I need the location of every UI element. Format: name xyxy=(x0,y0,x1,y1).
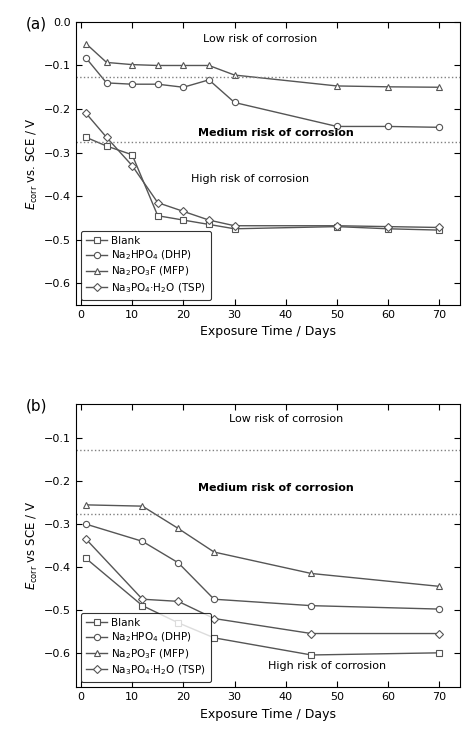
Na$_3$PO$_4$·H$_2$O (TSP) xyxy=(437,223,442,232)
Na$_2$PO$_3$F (MFP) xyxy=(334,82,340,91)
Blank xyxy=(437,226,442,235)
Blank xyxy=(155,211,161,220)
Blank xyxy=(309,651,314,659)
Na$_2$PO$_3$F (MFP) xyxy=(175,524,181,533)
Na$_2$PO$_3$F (MFP) xyxy=(385,83,391,91)
Text: Medium risk of corrosion: Medium risk of corrosion xyxy=(198,482,353,493)
Y-axis label: $E_{\mathrm{corr}}$ vs SCE / V: $E_{\mathrm{corr}}$ vs SCE / V xyxy=(25,501,40,590)
Na$_3$PO$_4$·H$_2$O (TSP) xyxy=(139,595,145,604)
Na$_2$PO$_3$F (MFP) xyxy=(211,548,217,556)
Na$_2$PO$_3$F (MFP) xyxy=(181,61,186,70)
Legend: Blank, Na$_2$HPO$_4$ (DHP), Na$_2$PO$_3$F (MFP), Na$_3$PO$_4$·H$_2$O (TSP): Blank, Na$_2$HPO$_4$ (DHP), Na$_2$PO$_3$… xyxy=(81,613,211,682)
Blank xyxy=(232,224,237,233)
Na$_3$PO$_4$·H$_2$O (TSP) xyxy=(129,162,135,170)
Na$_3$PO$_4$·H$_2$O (TSP) xyxy=(83,109,89,118)
Na$_2$HPO$_4$ (DHP) xyxy=(385,122,391,131)
Na$_2$HPO$_4$ (DHP) xyxy=(181,83,186,91)
Na$_2$HPO$_4$ (DHP) xyxy=(437,605,442,613)
Blank xyxy=(129,151,135,159)
Na$_2$PO$_3$F (MFP) xyxy=(206,61,212,70)
Line: Na$_2$HPO$_4$ (DHP): Na$_2$HPO$_4$ (DHP) xyxy=(83,55,442,130)
Text: Low risk of corrosion: Low risk of corrosion xyxy=(228,414,343,424)
Na$_2$PO$_3$F (MFP) xyxy=(104,58,109,67)
Na$_2$HPO$_4$ (DHP) xyxy=(232,98,237,107)
Na$_2$HPO$_4$ (DHP) xyxy=(437,123,442,132)
Na$_2$HPO$_4$ (DHP) xyxy=(175,558,181,567)
Blank xyxy=(181,216,186,224)
Na$_2$PO$_3$F (MFP) xyxy=(129,60,135,69)
Blank xyxy=(83,133,89,142)
Na$_2$HPO$_4$ (DHP) xyxy=(83,53,89,62)
X-axis label: Exposure Time / Days: Exposure Time / Days xyxy=(200,708,336,721)
Text: (a): (a) xyxy=(26,16,47,31)
X-axis label: Exposure Time / Days: Exposure Time / Days xyxy=(200,325,336,338)
Na$_2$PO$_3$F (MFP) xyxy=(155,61,161,70)
Na$_3$PO$_4$·H$_2$O (TSP) xyxy=(83,535,89,544)
Na$_3$PO$_4$·H$_2$O (TSP) xyxy=(385,222,391,231)
Na$_3$PO$_4$·H$_2$O (TSP) xyxy=(175,597,181,606)
Line: Na$_3$PO$_4$·H$_2$O (TSP): Na$_3$PO$_4$·H$_2$O (TSP) xyxy=(83,110,442,230)
Y-axis label: $E_{\mathrm{corr}}$ vs. SCE / V: $E_{\mathrm{corr}}$ vs. SCE / V xyxy=(25,117,40,210)
Na$_2$HPO$_4$ (DHP) xyxy=(139,537,145,546)
Na$_2$HPO$_4$ (DHP) xyxy=(104,78,109,87)
Na$_3$PO$_4$·H$_2$O (TSP) xyxy=(155,198,161,207)
Text: High risk of corrosion: High risk of corrosion xyxy=(191,174,309,183)
Na$_3$PO$_4$·H$_2$O (TSP) xyxy=(232,221,237,230)
Na$_3$PO$_4$·H$_2$O (TSP) xyxy=(437,629,442,638)
Line: Blank: Blank xyxy=(83,135,442,233)
Text: (b): (b) xyxy=(26,398,47,414)
Na$_2$PO$_3$F (MFP) xyxy=(232,71,237,80)
Na$_3$PO$_4$·H$_2$O (TSP) xyxy=(104,133,109,142)
Na$_3$PO$_4$·H$_2$O (TSP) xyxy=(206,216,212,224)
Na$_2$HPO$_4$ (DHP) xyxy=(83,520,89,529)
Blank xyxy=(437,648,442,657)
Blank xyxy=(83,554,89,563)
Legend: Blank, Na$_2$HPO$_4$ (DHP), Na$_2$PO$_3$F (MFP), Na$_3$PO$_4$·H$_2$O (TSP): Blank, Na$_2$HPO$_4$ (DHP), Na$_2$PO$_3$… xyxy=(81,231,211,300)
Na$_2$PO$_3$F (MFP) xyxy=(437,582,442,591)
Line: Na$_2$HPO$_4$ (DHP): Na$_2$HPO$_4$ (DHP) xyxy=(83,521,442,612)
Na$_2$PO$_3$F (MFP) xyxy=(437,83,442,91)
Line: Na$_2$PO$_3$F (MFP): Na$_2$PO$_3$F (MFP) xyxy=(83,501,442,589)
Blank xyxy=(211,634,217,643)
Na$_2$PO$_3$F (MFP) xyxy=(83,501,89,510)
Na$_2$PO$_3$F (MFP) xyxy=(139,501,145,510)
Na$_2$HPO$_4$ (DHP) xyxy=(129,80,135,88)
Na$_2$PO$_3$F (MFP) xyxy=(309,569,314,578)
Na$_3$PO$_4$·H$_2$O (TSP) xyxy=(181,207,186,216)
Na$_3$PO$_4$·H$_2$O (TSP) xyxy=(334,221,340,230)
Na$_3$PO$_4$·H$_2$O (TSP) xyxy=(309,629,314,638)
Blank xyxy=(139,602,145,610)
Text: High risk of corrosion: High risk of corrosion xyxy=(268,661,386,671)
Line: Na$_3$PO$_4$·H$_2$O (TSP): Na$_3$PO$_4$·H$_2$O (TSP) xyxy=(83,536,442,637)
Line: Blank: Blank xyxy=(83,556,442,658)
Blank xyxy=(334,222,340,231)
Na$_2$HPO$_4$ (DHP) xyxy=(334,122,340,131)
Blank xyxy=(385,224,391,233)
Blank xyxy=(104,142,109,151)
Blank xyxy=(206,220,212,229)
Line: Na$_2$PO$_3$F (MFP): Na$_2$PO$_3$F (MFP) xyxy=(83,41,442,91)
Na$_2$HPO$_4$ (DHP) xyxy=(206,75,212,84)
Text: Medium risk of corrosion: Medium risk of corrosion xyxy=(198,129,353,138)
Na$_3$PO$_4$·H$_2$O (TSP) xyxy=(211,614,217,623)
Na$_2$HPO$_4$ (DHP) xyxy=(309,602,314,610)
Na$_2$HPO$_4$ (DHP) xyxy=(211,595,217,604)
Text: Low risk of corrosion: Low risk of corrosion xyxy=(203,34,317,45)
Blank xyxy=(175,618,181,627)
Na$_2$HPO$_4$ (DHP) xyxy=(155,80,161,88)
Na$_2$PO$_3$F (MFP) xyxy=(83,39,89,48)
